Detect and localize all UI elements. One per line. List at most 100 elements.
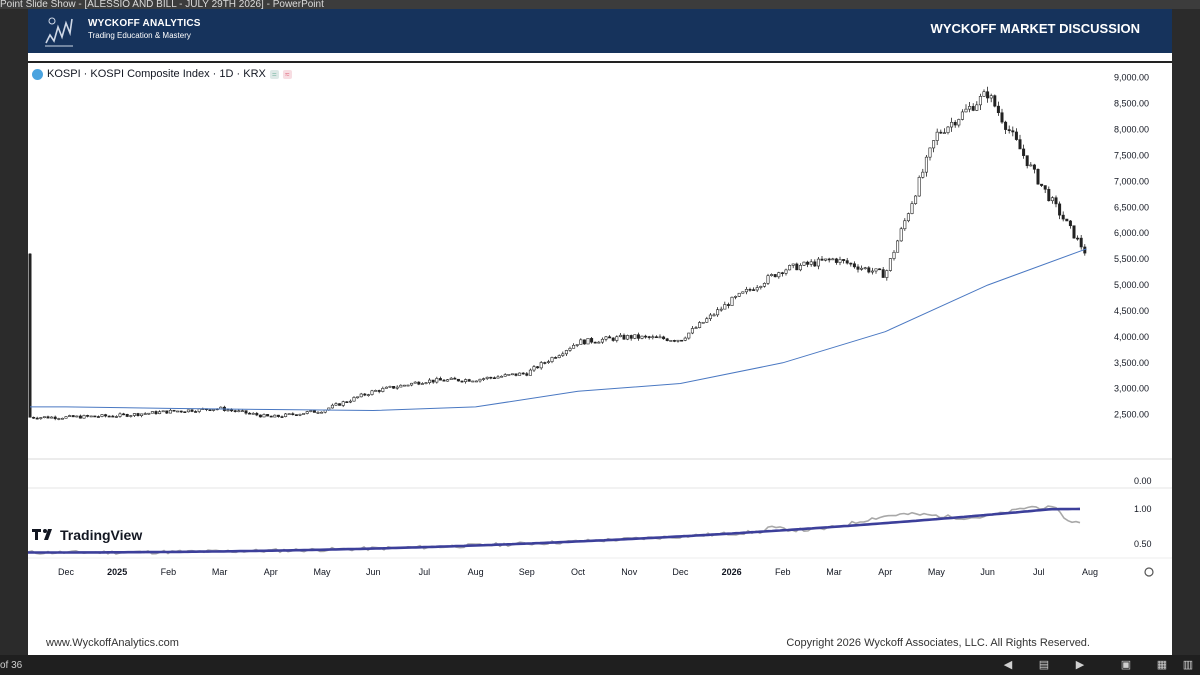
candle-up bbox=[651, 336, 655, 339]
approx-icon[interactable]: ≈ bbox=[282, 69, 292, 79]
time-tick-label: Apr bbox=[878, 567, 892, 577]
candle-up bbox=[147, 412, 151, 415]
candle-down bbox=[773, 274, 777, 278]
candle-up bbox=[226, 409, 230, 412]
candle-up bbox=[359, 393, 363, 398]
candle-down bbox=[71, 415, 75, 418]
candle-down bbox=[28, 253, 32, 418]
candle-down bbox=[492, 377, 496, 379]
candle-down bbox=[183, 411, 187, 413]
candle-up bbox=[586, 338, 590, 345]
candle-up bbox=[914, 195, 918, 204]
next-slide-icon[interactable]: ▶ bbox=[1075, 659, 1085, 671]
tradingview-wordmark: TradingView bbox=[60, 527, 143, 543]
candle-up bbox=[968, 106, 972, 110]
candle-down bbox=[194, 411, 198, 413]
candle-up bbox=[374, 390, 378, 392]
candle-up bbox=[809, 261, 813, 265]
candle-down bbox=[593, 341, 597, 344]
candle-down bbox=[993, 95, 997, 107]
candle-down bbox=[644, 335, 648, 338]
candle-down bbox=[1061, 214, 1065, 220]
candle-up bbox=[917, 177, 921, 197]
candle-up bbox=[348, 400, 352, 403]
reading-view-icon[interactable]: ▥ bbox=[1182, 659, 1194, 671]
candle-down bbox=[1047, 188, 1051, 202]
candle-up bbox=[435, 378, 439, 383]
candle-up bbox=[39, 417, 43, 419]
candle-up bbox=[874, 268, 878, 272]
candle-up bbox=[496, 376, 500, 379]
candle-up bbox=[356, 396, 360, 399]
price-tick-label: 5,000.00 bbox=[1114, 280, 1149, 290]
candle-up bbox=[683, 337, 687, 341]
candle-down bbox=[456, 378, 460, 382]
candle-up bbox=[341, 401, 345, 406]
slide-menu-icon[interactable]: ▤ bbox=[1038, 659, 1050, 671]
price-tick-label: 6,000.00 bbox=[1114, 228, 1149, 238]
candle-up bbox=[788, 265, 792, 271]
candle-up bbox=[791, 263, 795, 266]
candle-down bbox=[996, 105, 1000, 114]
candle-up bbox=[716, 309, 720, 316]
candle-up bbox=[705, 318, 709, 323]
candle-up bbox=[982, 91, 986, 97]
time-tick-label: Apr bbox=[264, 567, 278, 577]
candle-up bbox=[798, 265, 802, 271]
candle-up bbox=[669, 340, 673, 342]
time-tick-label: Nov bbox=[621, 567, 638, 577]
candle-up bbox=[1050, 197, 1054, 202]
candle-down bbox=[276, 414, 280, 417]
candle-down bbox=[1040, 183, 1044, 186]
equals-icon[interactable]: = bbox=[269, 69, 279, 79]
candle-down bbox=[489, 376, 493, 379]
candle-up bbox=[428, 379, 432, 383]
candle-up bbox=[449, 377, 453, 380]
candle-up bbox=[75, 415, 79, 418]
candle-up bbox=[568, 347, 572, 351]
candle-down bbox=[1036, 168, 1040, 185]
symbol-legend[interactable]: KOSPI · KOSPI Composite Index · 1D · KRX… bbox=[32, 68, 292, 80]
previous-slide-icon[interactable]: ◀ bbox=[1003, 659, 1013, 671]
candle-down bbox=[752, 289, 756, 291]
candle-down bbox=[136, 413, 140, 416]
candle-down bbox=[1068, 220, 1072, 227]
price-tick-label: 8,500.00 bbox=[1114, 99, 1149, 109]
time-tick-label: Jul bbox=[419, 567, 431, 577]
candle-up bbox=[633, 334, 637, 339]
candle-down bbox=[842, 259, 846, 261]
candle-down bbox=[392, 386, 396, 389]
candle-up bbox=[100, 414, 104, 417]
candle-down bbox=[554, 357, 558, 359]
candle-down bbox=[154, 411, 158, 415]
candle-up bbox=[784, 269, 788, 274]
candle-up bbox=[687, 332, 691, 339]
price-tick-label: 3,500.00 bbox=[1114, 358, 1149, 368]
settings-gear-icon[interactable] bbox=[1144, 567, 1154, 577]
candle-up bbox=[284, 413, 288, 417]
normal-view-icon[interactable]: ▣ bbox=[1120, 659, 1132, 671]
candle-down bbox=[86, 415, 90, 417]
candle-up bbox=[899, 228, 903, 242]
candle-down bbox=[1011, 130, 1015, 133]
candle-up bbox=[89, 415, 93, 418]
price-tick-label: 7,500.00 bbox=[1114, 150, 1149, 160]
candle-down bbox=[514, 373, 518, 376]
candle-up bbox=[600, 338, 604, 343]
candle-down bbox=[1032, 164, 1036, 170]
candle-up bbox=[485, 376, 489, 379]
candle-up bbox=[482, 378, 486, 380]
slide-sorter-icon[interactable]: ▦ bbox=[1156, 659, 1168, 671]
time-tick-label: Jul bbox=[1033, 567, 1045, 577]
candle-up bbox=[82, 415, 86, 419]
candle-up bbox=[410, 382, 414, 386]
candle-up bbox=[114, 416, 118, 418]
candle-up bbox=[158, 411, 162, 415]
time-tick-label: Aug bbox=[468, 567, 484, 577]
candle-down bbox=[438, 378, 442, 381]
candle-down bbox=[78, 415, 82, 419]
candle-up bbox=[766, 275, 770, 284]
candle-up bbox=[575, 344, 579, 346]
candle-up bbox=[712, 314, 716, 317]
candle-up bbox=[388, 386, 392, 388]
